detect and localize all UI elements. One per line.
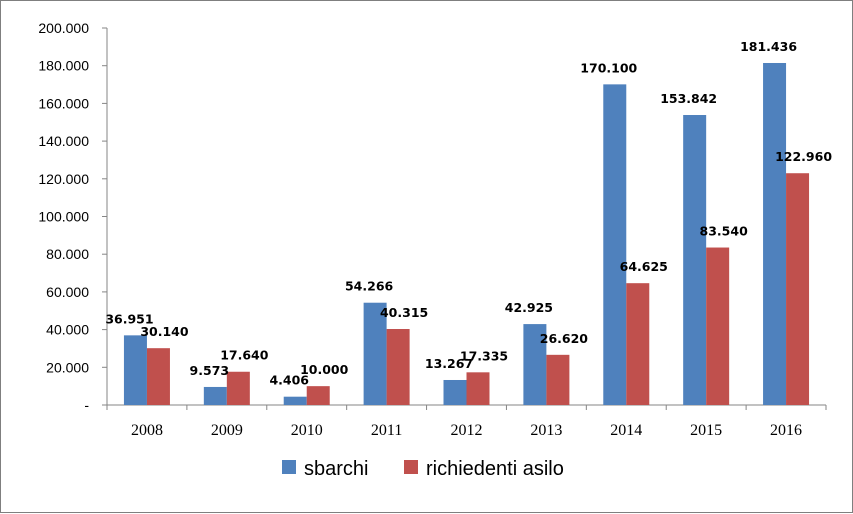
- bar-sbarchi-2014: [603, 84, 627, 405]
- data-label: 170.100: [580, 60, 637, 75]
- bar-richiedenti-asilo-2012: [466, 372, 490, 405]
- bars: [123, 62, 810, 406]
- bar-richiedenti-asilo-2016: [786, 173, 810, 405]
- bar-sbarchi-2011: [363, 302, 387, 405]
- x-tick-label: 2016: [770, 422, 802, 439]
- axes: - 20.000 40.000 60.000 80.000 100.000 120.000 1…: [38, 20, 827, 439]
- data-label: 26.620: [540, 331, 589, 346]
- data-label: 42.925: [505, 300, 553, 315]
- x-tick-label: 2014: [610, 422, 642, 439]
- data-label: 9.573: [190, 363, 230, 378]
- data-label: 4.406: [269, 373, 309, 388]
- y-tick-label: 100.000: [38, 209, 89, 225]
- bar-richiedenti-asilo-2014: [626, 283, 650, 405]
- data-label: 122.960: [775, 149, 832, 164]
- x-tick-label: 2010: [291, 422, 323, 439]
- data-label: 36.951: [105, 311, 153, 326]
- bar-sbarchi-2012: [443, 379, 467, 405]
- y-tick-label: 140.000: [38, 133, 89, 149]
- bar-sbarchi-2009: [203, 386, 227, 405]
- data-label: 153.842: [660, 91, 717, 106]
- legend: sbarchi richiedenti asilo: [282, 458, 564, 480]
- bar-richiedenti-asilo-2013: [546, 354, 570, 405]
- bar-richiedenti-asilo-2015: [706, 247, 730, 405]
- y-tick-label: 200.000: [38, 20, 89, 36]
- data-label: 83.540: [700, 224, 749, 239]
- bar-richiedenti-asilo-2009: [226, 371, 250, 405]
- data-label: 10.000: [300, 362, 349, 377]
- legend-label: richiedenti asilo: [426, 458, 564, 480]
- bar-richiedenti-asilo-2008: [146, 348, 170, 405]
- bar-sbarchi-2015: [683, 115, 707, 406]
- bar-sbarchi-2013: [523, 324, 547, 405]
- data-labels: 36.951 9.573 4.406 54.266 13.267 42.925 170.10…: [105, 39, 832, 388]
- bar-richiedenti-asilo-2010: [306, 386, 330, 405]
- y-tick-label: 160.000: [38, 95, 89, 111]
- y-tick-label: 20.000: [46, 359, 89, 375]
- legend-label: sbarchi: [304, 458, 368, 480]
- bar-sbarchi-2008: [123, 335, 147, 405]
- x-tick-label: 2013: [530, 422, 562, 439]
- y-tick-label: 60.000: [46, 284, 89, 300]
- data-label: 30.140: [140, 324, 189, 339]
- y-tick-label: 180.000: [38, 58, 89, 74]
- legend-swatch-richiedenti-asilo: [404, 460, 418, 474]
- bar-richiedenti-asilo-2011: [386, 329, 410, 405]
- y-tick-label: -: [84, 397, 89, 413]
- bar-sbarchi-2016: [763, 62, 787, 406]
- bar-sbarchi-2010: [283, 396, 307, 405]
- data-label: 17.640: [220, 348, 269, 363]
- data-label: 13.267: [425, 356, 473, 371]
- legend-swatch-sbarchi: [282, 460, 296, 474]
- x-tick-label: 2008: [131, 422, 163, 439]
- data-label: 181.436: [740, 39, 797, 54]
- data-label: 64.625: [620, 259, 668, 274]
- data-label: 17.335: [460, 348, 508, 363]
- x-tick-label: 2015: [690, 422, 722, 439]
- y-tick-label: 120.000: [38, 171, 89, 187]
- y-tick-label: 80.000: [46, 246, 89, 262]
- data-label: 54.266: [345, 279, 394, 294]
- y-tick-label: 40.000: [46, 322, 89, 338]
- data-label: 40.315: [380, 305, 428, 320]
- x-tick-label: 2012: [451, 422, 483, 439]
- x-tick-label: 2011: [371, 422, 402, 439]
- x-tick-label: 2009: [211, 422, 243, 439]
